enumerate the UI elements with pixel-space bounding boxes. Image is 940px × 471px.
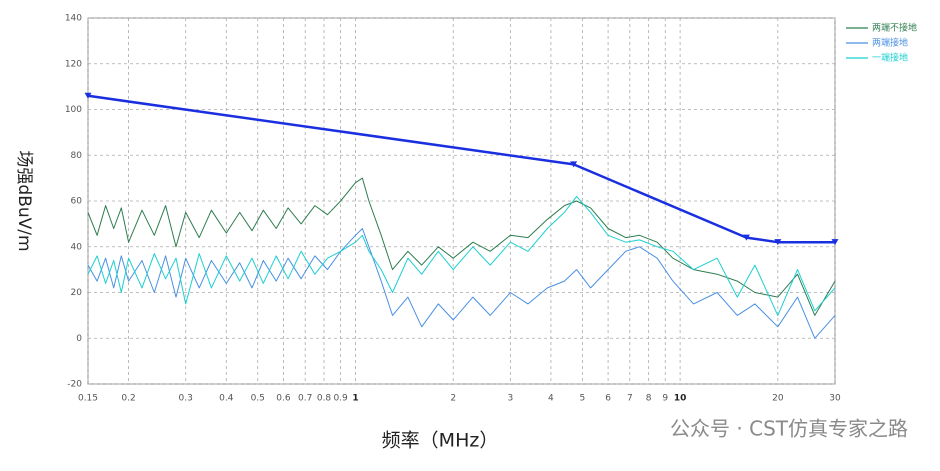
y-tick-label: 0: [76, 334, 82, 344]
x-tick-label: 20: [772, 394, 784, 404]
x-tick-label: 2: [450, 394, 456, 404]
legend-label: 一端接地: [872, 52, 908, 64]
y-tick-label: 140: [65, 14, 82, 24]
x-tick-label: 0.9: [333, 394, 348, 404]
x-tick-label: 8: [646, 394, 652, 404]
x-tick-label: 0.2: [121, 394, 135, 404]
x-tick-label: 9: [662, 394, 668, 404]
x-tick-label: 7: [627, 394, 633, 404]
y-tick-label: 100: [65, 105, 82, 115]
x-tick-label: 30: [829, 394, 841, 404]
x-tick-label: 0.15: [78, 394, 98, 404]
y-tick-label: 40: [71, 242, 83, 252]
x-tick-label: 0.3: [179, 394, 193, 404]
x-tick-label: 0.8: [317, 394, 332, 404]
x-tick-label: 0.4: [219, 394, 234, 404]
x-tick-label: 5: [580, 394, 586, 404]
line-marker: [774, 239, 782, 246]
y-axis-label: 场强dBuV/m: [14, 150, 34, 251]
line-marker: [742, 234, 750, 241]
x-tick-label: 10: [674, 394, 687, 404]
x-tick-label: 6: [605, 394, 611, 404]
watermark: 公众号 · CST仿真专家之路: [670, 417, 908, 441]
series-line: [87, 228, 836, 339]
line-marker: [84, 92, 92, 99]
y-tick-label: 120: [65, 59, 82, 69]
y-tick-label: 60: [71, 197, 83, 207]
line-marker: [831, 239, 839, 246]
legend-label: 两端不接地: [872, 22, 917, 34]
y-tick-label: 80: [71, 151, 83, 161]
x-tick-label: 0.6: [276, 394, 291, 404]
series-line: [87, 177, 836, 316]
x-axis-label: 频率（MHz）: [382, 430, 499, 452]
x-tick-label: 0.5: [251, 394, 265, 404]
y-tick-label: 20: [71, 288, 83, 298]
x-tick-label: 0.7: [298, 394, 312, 404]
line-marker: [570, 161, 578, 168]
x-tick-label: 4: [548, 394, 554, 404]
series-line: [87, 195, 836, 316]
y-tick-label: -20: [67, 380, 82, 390]
legend-label: 两端接地: [872, 37, 908, 49]
x-tick-label: 3: [507, 394, 513, 404]
x-tick-label: 1: [352, 394, 358, 404]
